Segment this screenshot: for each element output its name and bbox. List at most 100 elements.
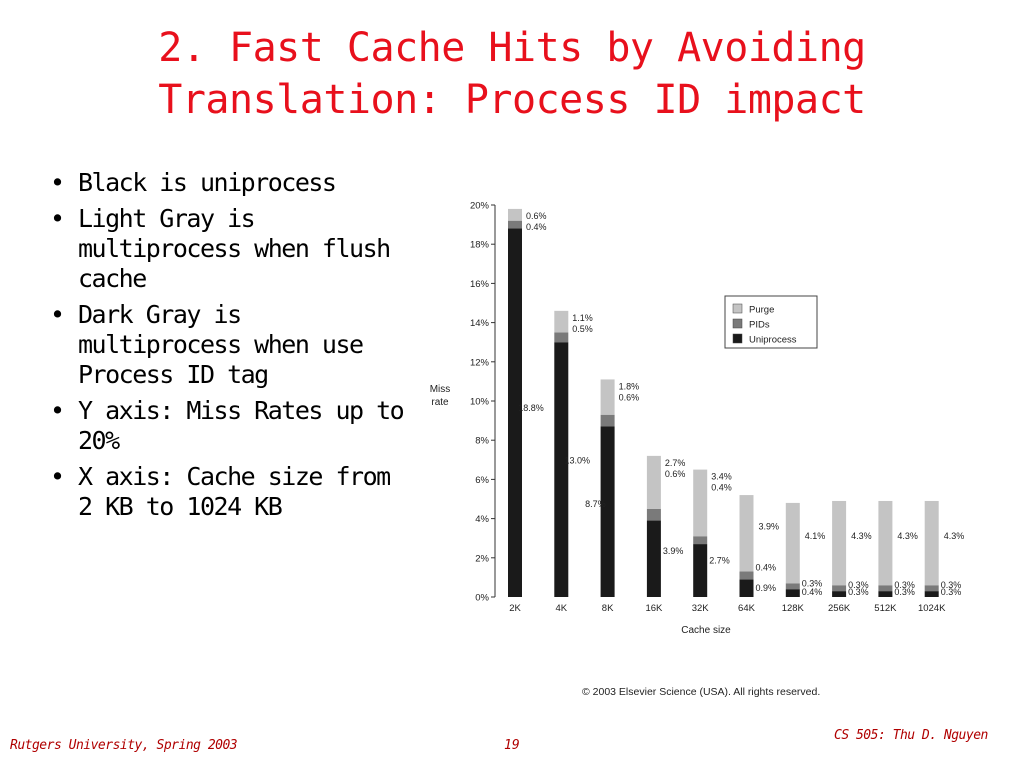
- bar-purge: [878, 500, 893, 586]
- x-tick-label: 256K: [828, 603, 851, 614]
- data-label-uniprocess: 18.8%: [518, 403, 544, 413]
- bar-uniprocess: [832, 591, 847, 597]
- data-label-purge: 4.1%: [805, 531, 826, 541]
- data-label-pids: 0.4%: [711, 483, 732, 493]
- bullet-dot: •: [50, 300, 65, 329]
- data-label-pids: 0.5%: [572, 324, 593, 334]
- bullet-text: Dark Gray is multiprocess when use Proce…: [78, 300, 364, 389]
- data-label-purge: 3.4%: [711, 472, 732, 482]
- data-label-uniprocess: 0.4%: [802, 587, 823, 597]
- data-label-pids: 0.4%: [526, 222, 547, 232]
- legend-label: Uniprocess: [749, 335, 797, 346]
- bar-pids: [646, 508, 661, 521]
- y-tick-label: 0%: [475, 593, 489, 604]
- data-label-purge: 1.8%: [619, 381, 640, 391]
- bar-uniprocess: [924, 591, 939, 597]
- bar-purge: [832, 500, 847, 586]
- title-line-1: 2. Fast Cache Hits by Avoiding: [158, 25, 866, 71]
- x-tick-label: 128K: [782, 603, 805, 614]
- bar-purge: [554, 310, 569, 333]
- bar-purge: [739, 495, 754, 572]
- y-tick-label: 2%: [475, 553, 489, 564]
- copyright-notice: © 2003 Elsevier Science (USA). All right…: [582, 686, 821, 698]
- data-label-uniprocess: 0.9%: [756, 583, 777, 593]
- legend-swatch: [732, 303, 743, 314]
- bar-purge: [646, 455, 661, 509]
- bar-purge: [600, 379, 615, 415]
- bar-uniprocess: [646, 520, 661, 597]
- bar-pids: [739, 571, 754, 580]
- bar-pids: [693, 536, 708, 545]
- bullet-dot: •: [50, 462, 65, 491]
- data-label-pids: 0.3%: [848, 580, 869, 590]
- y-tick-label: 8%: [475, 436, 489, 447]
- bullet-dot: •: [50, 168, 65, 197]
- bullet-list: • Black is uniprocess • Light Gray is mult…: [46, 168, 406, 528]
- data-label-pids: 0.3%: [941, 580, 962, 590]
- bar-purge: [924, 500, 939, 586]
- x-axis-label: Cache size: [681, 625, 731, 636]
- y-tick-label: 6%: [475, 475, 489, 486]
- data-label-purge: 4.3%: [897, 531, 918, 541]
- x-tick-label: 4K: [555, 603, 567, 614]
- legend-swatch: [732, 318, 743, 329]
- miss-rate-chart: 0% 2% 4% 6% 8% 10% 12% 14% 16% 18% 20% Miss rate 2K 0.…: [430, 201, 965, 637]
- data-label-pids: 0.3%: [802, 578, 823, 588]
- x-tick-label: 2K: [509, 603, 521, 614]
- title-line-2: Translation: Process ID impact: [158, 77, 866, 123]
- data-label-purge: 1.1%: [572, 313, 593, 323]
- bullet-item: • X axis: Cache size from 2 KB to 1024 KB: [46, 462, 406, 522]
- bar-pids: [600, 414, 615, 427]
- legend-label: PIDs: [749, 320, 770, 331]
- x-tick-label: 32K: [692, 603, 710, 614]
- y-tick-label: 14%: [470, 318, 490, 329]
- bar-uniprocess: [693, 544, 708, 597]
- data-label-purge: 0.6%: [526, 211, 547, 221]
- footer-course: CS 505: Thu D. Nguyen: [834, 728, 988, 743]
- x-tick-label: 16K: [645, 603, 663, 614]
- data-label-pids: 0.6%: [665, 469, 686, 479]
- bar-pids: [508, 220, 522, 229]
- data-label-purge: 4.3%: [851, 531, 872, 541]
- bar-uniprocess: [739, 579, 754, 597]
- y-tick-label: 4%: [475, 514, 489, 525]
- data-label-purge: 4.3%: [944, 531, 965, 541]
- y-axis-label: Miss: [430, 384, 451, 395]
- bar-pids: [924, 585, 939, 592]
- data-label-uniprocess: 0.3%: [894, 587, 915, 597]
- data-label-uniprocess: 13.0%: [565, 456, 591, 466]
- bullet-dot: •: [50, 396, 65, 425]
- bullet-text: Black is uniprocess: [78, 168, 337, 197]
- bar-pids: [554, 332, 569, 343]
- bullet-item: • Y axis: Miss Rates up to 20%: [46, 396, 406, 456]
- bullet-text: Y axis: Miss Rates up to 20%: [78, 396, 405, 455]
- bullet-item: • Light Gray is multiprocess when flush c…: [46, 204, 406, 294]
- legend-swatch: [732, 333, 743, 344]
- bar-pids: [832, 585, 847, 592]
- data-label-purge: 3.9%: [759, 521, 780, 531]
- bar-purge: [508, 208, 522, 221]
- y-tick-label: 20%: [470, 201, 490, 212]
- legend-label: Purge: [749, 305, 774, 316]
- page-number: 19: [504, 738, 520, 753]
- bullet-text: Light Gray is multiprocess when flush ca…: [78, 204, 391, 293]
- data-label-pids: 0.4%: [756, 563, 777, 573]
- x-tick-label: 8K: [602, 603, 614, 614]
- bullet-dot: •: [50, 204, 65, 233]
- data-label-pids: 0.6%: [619, 392, 640, 402]
- footer-institution: Rutgers University, Spring 2003: [10, 738, 238, 753]
- y-tick-label: 16%: [470, 279, 490, 290]
- bar-purge: [785, 502, 800, 584]
- slide-title: 2. Fast Cache Hits by Avoiding Translati…: [0, 22, 1024, 126]
- bar-uniprocess: [785, 589, 800, 597]
- x-tick-label: 512K: [874, 603, 897, 614]
- data-label-uniprocess: 0.3%: [941, 587, 962, 597]
- data-label-purge: 2.7%: [665, 458, 686, 468]
- bullet-item: • Dark Gray is multiprocess when use Proc…: [46, 300, 406, 390]
- bar-uniprocess: [554, 342, 569, 597]
- y-tick-label: 18%: [470, 240, 490, 251]
- data-label-uniprocess: 3.9%: [663, 546, 684, 556]
- x-tick-label: 1024K: [918, 603, 946, 614]
- bullet-item: • Black is uniprocess: [46, 168, 406, 198]
- bar-uniprocess: [600, 426, 615, 597]
